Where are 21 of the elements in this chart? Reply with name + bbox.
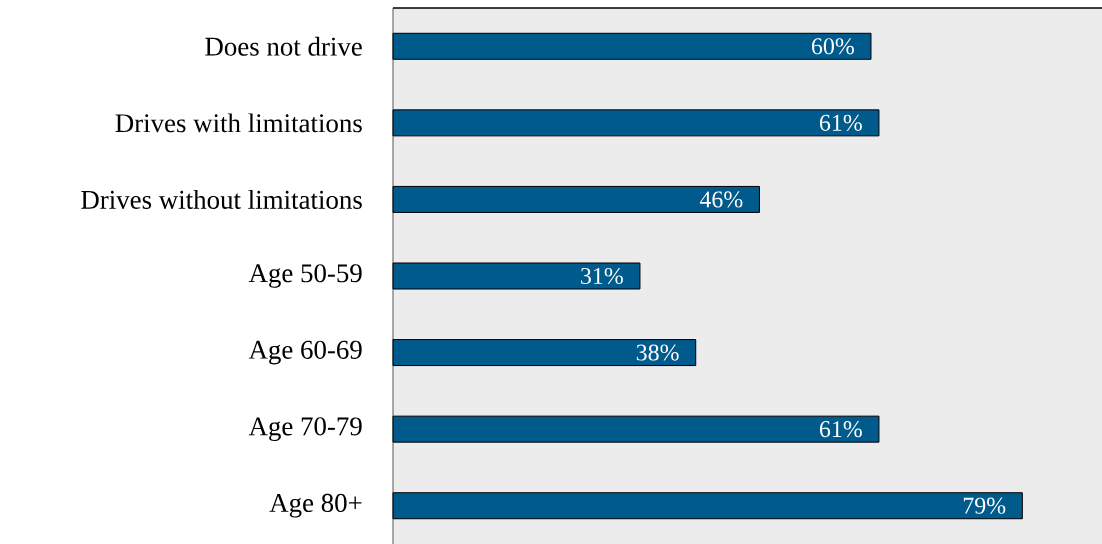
data-label: 46% [699, 191, 743, 208]
bar [392, 262, 641, 290]
bar [392, 492, 1023, 520]
data-label: 61% [819, 114, 862, 131]
data-label: 61% [819, 421, 862, 438]
y-tick-label: Drives with limitations [115, 113, 362, 133]
bar [392, 109, 880, 137]
y-tick-label: Age 50-59 [248, 264, 362, 288]
y-tick-label: Age 60-69 [248, 340, 362, 365]
bar [392, 32, 872, 60]
y-tick-label: Does not drive [205, 36, 362, 56]
data-label: 79% [963, 497, 1006, 514]
bar [392, 185, 760, 213]
data-label: 60% [811, 38, 854, 55]
bar [392, 415, 880, 443]
data-label: 31% [581, 267, 623, 285]
y-tick-label: Drives without limitations [81, 189, 362, 209]
y-tick-label: Age 70-79 [248, 417, 362, 441]
bar [392, 339, 697, 367]
data-label: 38% [636, 344, 679, 361]
y-tick-label: Age 80+ [269, 493, 362, 518]
